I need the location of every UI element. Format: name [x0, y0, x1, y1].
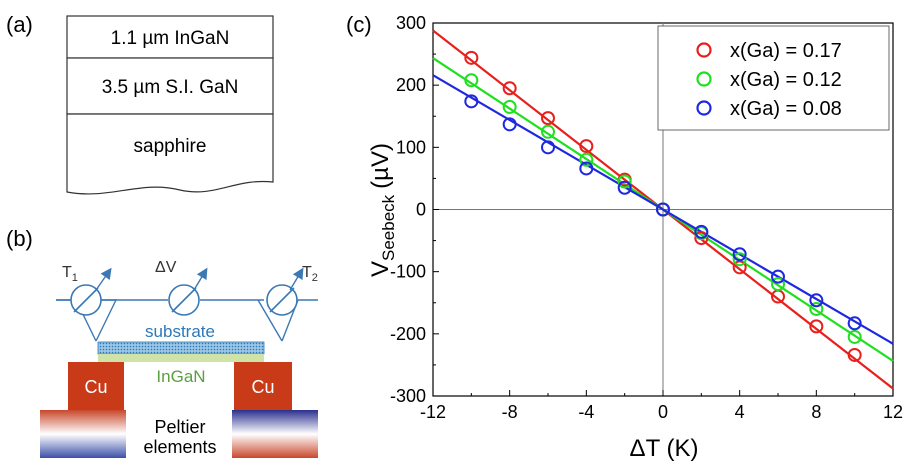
- layer-ingan: [66, 15, 274, 59]
- data-point-series-2: [464, 73, 479, 88]
- cu-block-left: [68, 362, 124, 410]
- legend-entry: x(Ga) = 0.08: [730, 98, 842, 120]
- arrow-dv: [193, 267, 208, 291]
- y-tick-label: 300: [396, 13, 426, 33]
- label-dv: ΔV: [155, 259, 177, 276]
- x-tick-label: 12: [883, 402, 903, 422]
- data-point-series-1: [694, 231, 709, 246]
- data-point-series-3: [732, 247, 747, 262]
- data-point-series-1: [847, 347, 862, 362]
- data-point-series-3: [579, 161, 594, 176]
- legend-marker: [696, 71, 712, 87]
- layer-sapphire: [66, 113, 274, 195]
- substrate-label: substrate: [145, 322, 215, 341]
- label-t1: T1: [62, 264, 78, 284]
- ingan-label: InGaN: [156, 367, 205, 386]
- data-point-series-3: [694, 224, 709, 239]
- seebeck-chart: -12 -8 -4 0 4 8 12 300 200 100 0 -100 -200 -300 ΔT (…: [367, 13, 903, 462]
- x-tick-label: 0: [658, 402, 668, 422]
- layer-sapphire-label: sapphire: [134, 136, 207, 157]
- data-point-series-2: [847, 329, 862, 344]
- y-tick-label: -300: [390, 386, 426, 406]
- data-point-series-1: [579, 139, 594, 154]
- data-point-series-2: [579, 152, 594, 167]
- data-point-series-1: [502, 81, 517, 96]
- ingan-layer: [98, 354, 264, 362]
- wire-right-outer: [281, 299, 318, 342]
- arrow-t1: [95, 267, 112, 291]
- meter-dv-needle: [171, 287, 197, 313]
- meter-t1-needle: [73, 287, 99, 313]
- layer-gan-label: 3.5 µm S.I. GaN: [102, 77, 239, 98]
- layer-gan: [66, 57, 274, 115]
- substrate-layer: [97, 341, 265, 355]
- fit-line-series-3: [432, 74, 894, 345]
- data-point-series-3: [847, 316, 862, 331]
- x-axis: -12 -8 -4 0 4 8 12: [420, 390, 903, 422]
- setup-diagram: T1 ΔV T2 substrate InGaN Cu Cu Peltier e…: [40, 259, 318, 458]
- legend: x(Ga) = 0.17 x(Ga) = 0.12 x(Ga) = 0.08: [657, 25, 890, 131]
- data-point-series-2: [541, 124, 555, 139]
- panel-label-a: (a): [6, 12, 33, 37]
- y-axis: 300 200 100 0 -100 -200 -300: [390, 13, 439, 406]
- peltier-right: [232, 410, 318, 458]
- legend-entry: x(Ga) = 0.17: [730, 40, 842, 62]
- legend-entry: x(Ga) = 0.12: [730, 69, 842, 91]
- data-point-series-3: [541, 140, 555, 155]
- wire-right-inner: [257, 299, 283, 342]
- y-tick-label: 0: [416, 200, 426, 220]
- peltier-label-1: Peltier: [154, 417, 205, 437]
- x-tick-label: -8: [502, 402, 518, 422]
- x-tick-label: 8: [811, 402, 821, 422]
- legend-marker: [696, 42, 712, 58]
- x-axis-label: ΔT (K): [630, 435, 699, 462]
- x-tick-label: -12: [420, 402, 446, 422]
- y-tick-label: -100: [390, 262, 426, 282]
- cu-block-right: [234, 362, 292, 410]
- fit-lines: [432, 29, 894, 390]
- layer-ingan-label: 1.1 µm InGaN: [111, 28, 230, 49]
- data-point-series-1: [732, 260, 747, 275]
- data-point-series-3: [771, 269, 785, 284]
- data-markers: [464, 50, 862, 362]
- data-point-series-1: [541, 111, 555, 126]
- arrow-t2: [289, 267, 304, 291]
- y-tick-label: -200: [390, 324, 426, 344]
- panel-label-b: (b): [6, 226, 33, 251]
- x-tick-label: -4: [578, 402, 594, 422]
- cu-right-label: Cu: [251, 377, 274, 397]
- data-point-series-2: [502, 99, 517, 114]
- y-tick-label: 200: [396, 75, 426, 95]
- legend-marker: [696, 100, 712, 116]
- y-tick-label: 100: [396, 137, 426, 157]
- data-point-series-3: [502, 117, 517, 132]
- x-tick-label: 4: [735, 402, 745, 422]
- cu-left-label: Cu: [84, 377, 107, 397]
- data-point-series-3: [617, 180, 632, 195]
- label-t2: T2: [302, 264, 318, 284]
- y-axis-label: VSeebeck(µV): [367, 143, 398, 277]
- data-point-series-3: [656, 202, 670, 217]
- data-point-series-2: [732, 252, 747, 267]
- data-point-series-2: [617, 174, 632, 189]
- layer-stack: 1.1 µm InGaN 3.5 µm S.I. GaN sapphire: [66, 15, 274, 195]
- data-point-series-2: [771, 277, 785, 292]
- peltier-label-2: elements: [143, 437, 216, 457]
- meter-t2-needle: [269, 287, 295, 313]
- panel-label-c: (c): [346, 12, 372, 37]
- data-point-series-3: [464, 94, 479, 109]
- data-point-series-2: [809, 301, 824, 316]
- data-point-series-1: [464, 50, 479, 65]
- data-point-series-3: [809, 293, 824, 308]
- data-point-series-1: [809, 319, 824, 334]
- peltier-left: [40, 410, 126, 458]
